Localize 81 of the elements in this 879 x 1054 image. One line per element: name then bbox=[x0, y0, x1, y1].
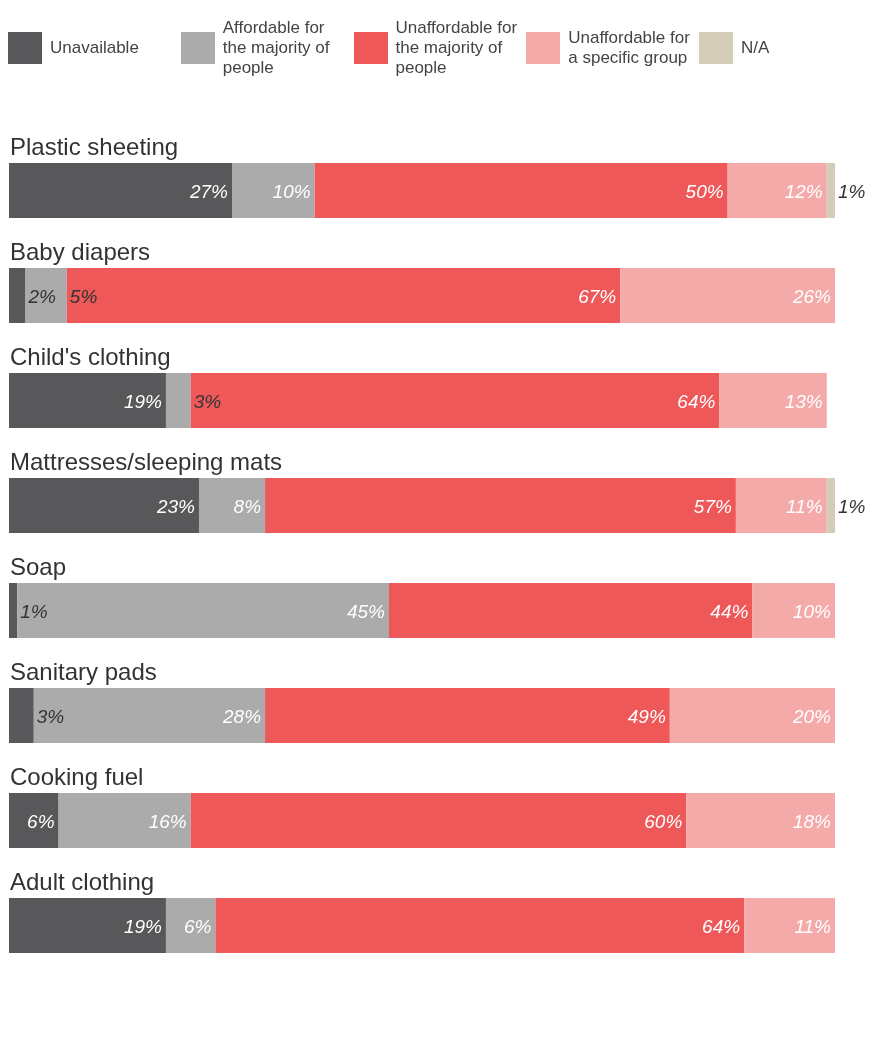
data-label: 5% bbox=[69, 285, 98, 307]
data-label: 19% bbox=[123, 915, 163, 937]
data-label: 49% bbox=[627, 705, 666, 727]
y-tick-label: Baby diapers bbox=[10, 237, 151, 265]
y-tick-label: Child's clothing bbox=[10, 342, 171, 370]
data-label: 12% bbox=[784, 180, 823, 202]
bar bbox=[719, 373, 827, 428]
bar bbox=[388, 583, 753, 638]
data-label: 13% bbox=[784, 390, 823, 412]
data-label: 10% bbox=[272, 180, 311, 202]
bar bbox=[9, 583, 18, 638]
data-label: 11% bbox=[794, 915, 832, 937]
y-tick-label: Plastic sheeting bbox=[10, 132, 179, 160]
data-label: 64% bbox=[702, 915, 741, 937]
bar bbox=[9, 793, 59, 848]
bar bbox=[190, 793, 687, 848]
bar bbox=[9, 478, 199, 533]
legend-label: Unaffordable for the majority of people bbox=[395, 18, 519, 78]
y-tick-label: Sanitary pads bbox=[10, 657, 157, 685]
bar bbox=[265, 478, 736, 533]
y-tick-label: Soap bbox=[10, 552, 67, 580]
bar bbox=[215, 898, 745, 953]
data-label: 3% bbox=[193, 390, 222, 412]
data-label: 19% bbox=[123, 390, 163, 412]
bar bbox=[17, 583, 389, 638]
bar bbox=[735, 478, 827, 533]
data-label: 28% bbox=[222, 705, 262, 727]
legend-label: Affordable for the majority of people bbox=[222, 18, 331, 78]
data-label: 1% bbox=[838, 495, 866, 517]
data-label: 6% bbox=[27, 810, 55, 832]
data-label: 11% bbox=[786, 495, 823, 517]
data-label: 27% bbox=[188, 180, 229, 202]
data-label: 1% bbox=[838, 180, 866, 202]
bar bbox=[9, 373, 166, 428]
data-label: 26% bbox=[791, 285, 832, 307]
bar bbox=[25, 268, 67, 323]
data-label: 23% bbox=[155, 495, 196, 517]
bar bbox=[826, 163, 835, 218]
bar bbox=[744, 898, 835, 953]
data-label: 2% bbox=[27, 285, 57, 307]
data-label: 6% bbox=[184, 915, 212, 937]
data-label: 8% bbox=[233, 495, 262, 517]
data-label: 16% bbox=[148, 810, 187, 832]
bar bbox=[752, 583, 835, 638]
bar bbox=[686, 793, 835, 848]
bar bbox=[265, 688, 670, 743]
bar bbox=[727, 163, 827, 218]
bar bbox=[9, 688, 34, 743]
data-label: 64% bbox=[677, 390, 716, 412]
y-tick-label: Cooking fuel bbox=[10, 762, 144, 790]
bar bbox=[165, 373, 191, 428]
data-label: 44% bbox=[710, 600, 749, 622]
bar bbox=[232, 163, 315, 218]
legend-label: Unavailable bbox=[50, 38, 140, 58]
data-label: 10% bbox=[792, 600, 832, 622]
bar bbox=[66, 268, 621, 323]
bar bbox=[9, 268, 26, 323]
data-label: 20% bbox=[791, 705, 832, 727]
data-label: 50% bbox=[685, 180, 724, 202]
legend-label: N/A bbox=[741, 38, 771, 58]
bar bbox=[165, 898, 216, 953]
y-tick-label: Mattresses/sleeping mats bbox=[10, 447, 283, 475]
data-label: 45% bbox=[346, 600, 386, 622]
data-label: 18% bbox=[792, 810, 832, 832]
bar bbox=[9, 163, 233, 218]
bar bbox=[190, 373, 720, 428]
data-label: 1% bbox=[20, 600, 48, 622]
bar bbox=[314, 163, 728, 218]
data-label: 57% bbox=[693, 495, 732, 517]
bar bbox=[826, 478, 835, 533]
bar bbox=[9, 898, 166, 953]
bar bbox=[669, 688, 835, 743]
legend-label: Unaffordable for a specific group bbox=[568, 28, 691, 68]
bar bbox=[198, 478, 266, 533]
data-label: 3% bbox=[36, 705, 65, 727]
y-tick-label: Adult clothing bbox=[10, 867, 155, 895]
bar bbox=[620, 268, 835, 323]
data-label: 60% bbox=[644, 810, 683, 832]
bar bbox=[58, 793, 191, 848]
data-label: 67% bbox=[578, 285, 617, 307]
bar bbox=[33, 688, 266, 743]
